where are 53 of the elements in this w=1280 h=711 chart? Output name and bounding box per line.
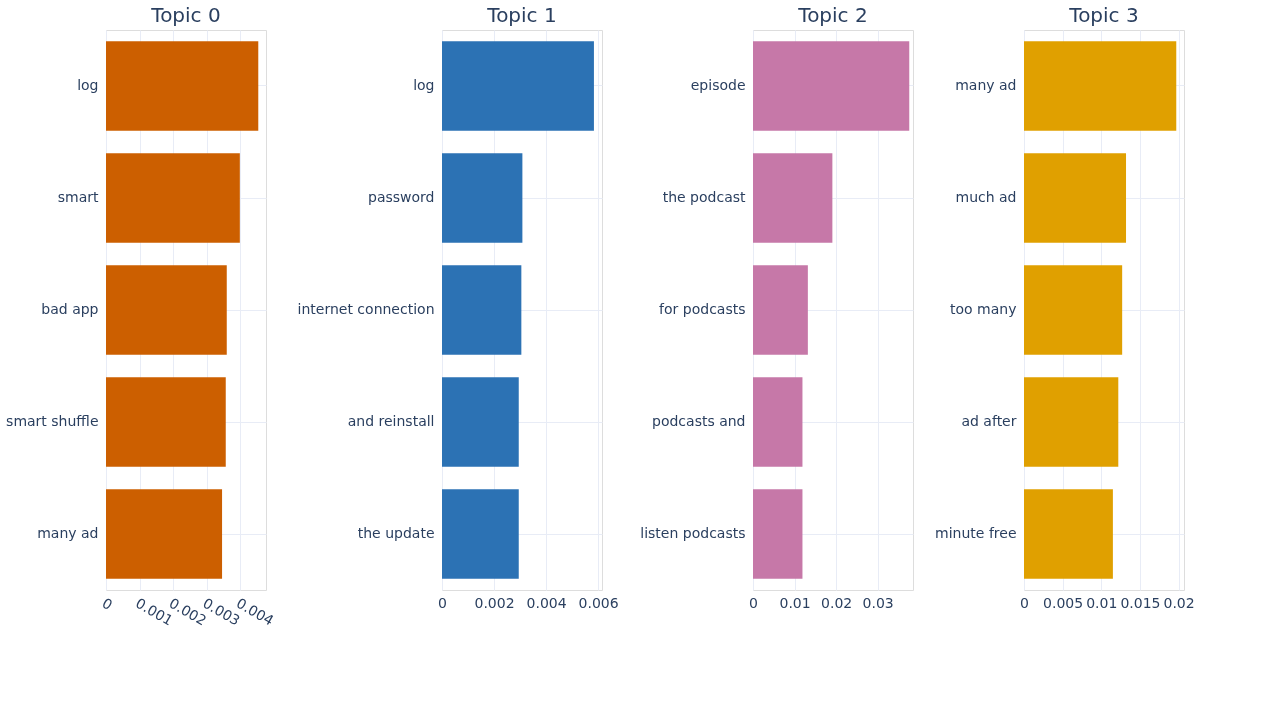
- x-tick-label: 0.002: [474, 594, 515, 611]
- chart-title: Topic 1: [486, 3, 557, 27]
- chart-title: Topic 2: [797, 3, 868, 27]
- bar: [442, 41, 594, 131]
- bar: [753, 41, 910, 131]
- x-tick-label: 0: [1020, 594, 1029, 611]
- chart-title: Topic 3: [1068, 3, 1139, 27]
- bar: [753, 265, 808, 355]
- y-tick-label: smart shuffle: [6, 413, 99, 429]
- y-tick-label: password: [368, 189, 435, 205]
- bar: [1024, 377, 1119, 467]
- bar: [753, 489, 803, 579]
- x-tick-label: 0.01: [779, 594, 811, 611]
- bar: [1024, 489, 1113, 579]
- bar: [442, 153, 523, 243]
- x-tick-label: 0.006: [578, 594, 619, 611]
- y-tick-label: episode: [690, 77, 746, 93]
- y-tick-label: bad app: [41, 301, 99, 317]
- y-tick-label: listen podcasts: [640, 525, 746, 541]
- x-tick-label: 0.03: [862, 594, 894, 611]
- x-tick-label: 0.01: [1086, 594, 1118, 611]
- chart-title: Topic 0: [150, 3, 221, 27]
- x-tick-label: 0: [749, 594, 758, 611]
- x-tick-label: 0.02: [1163, 594, 1195, 611]
- x-tick-label: 0: [438, 594, 447, 611]
- y-tick-label: many ad: [37, 525, 99, 541]
- y-tick-label: log: [77, 77, 99, 93]
- y-tick-label: many ad: [955, 77, 1017, 93]
- x-tick-label: 0.005: [1043, 594, 1084, 611]
- y-tick-label: podcasts and: [652, 413, 746, 429]
- bar: [753, 153, 833, 243]
- y-tick-label: much ad: [955, 189, 1017, 205]
- bar: [442, 377, 519, 467]
- bar: [1024, 265, 1123, 355]
- bar: [442, 489, 519, 579]
- y-tick-label: the update: [357, 525, 435, 541]
- bar: [1024, 41, 1177, 131]
- x-tick-label: 0.004: [526, 594, 567, 611]
- x-tick-label: 0: [99, 594, 116, 614]
- y-tick-label: internet connection: [297, 301, 435, 317]
- y-tick-label: and reinstall: [347, 413, 435, 429]
- x-tick-label: 0.02: [821, 594, 853, 611]
- y-tick-label: the podcast: [662, 189, 747, 205]
- bar: [753, 377, 803, 467]
- bar: [1024, 153, 1127, 243]
- y-tick-label: too many: [950, 301, 1017, 317]
- y-tick-label: smart: [57, 189, 99, 205]
- y-tick-label: log: [413, 77, 435, 93]
- bar: [442, 265, 522, 355]
- y-tick-label: ad after: [961, 413, 1017, 429]
- y-tick-label: minute free: [935, 525, 1017, 541]
- x-tick-label: 0.015: [1120, 594, 1161, 611]
- y-tick-label: for podcasts: [659, 301, 746, 317]
